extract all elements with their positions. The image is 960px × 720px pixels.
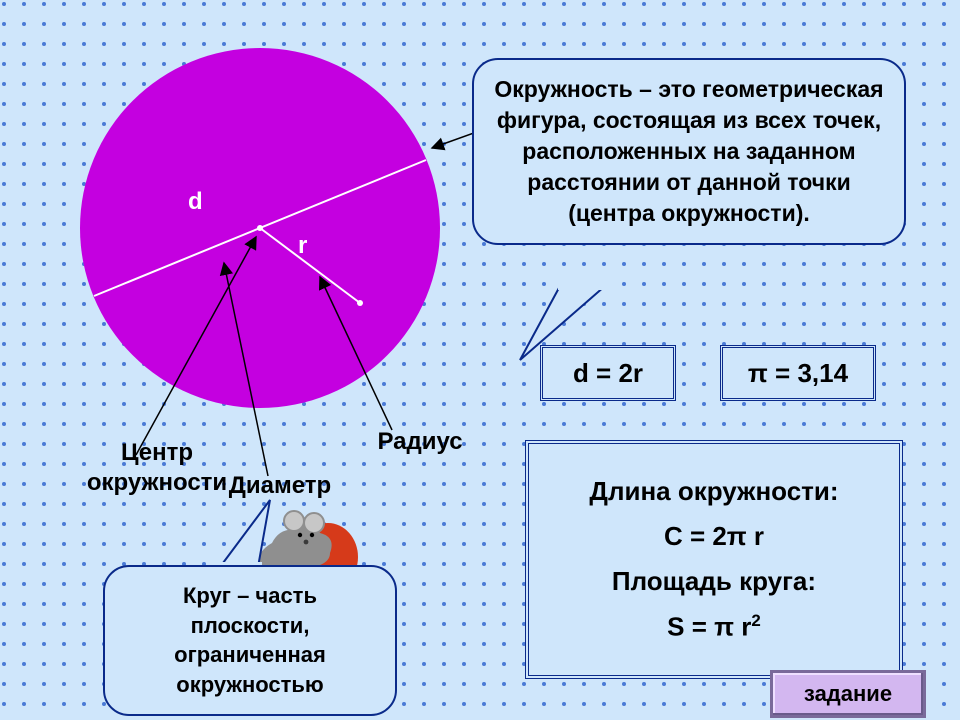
circumference-formula: C = 2π r (545, 521, 883, 552)
area-formula-exp: 2 (751, 611, 760, 630)
task-button[interactable]: задание (770, 670, 926, 718)
formula-d2r: d = 2r (540, 345, 676, 401)
area-label: Площадь круга: (545, 566, 883, 597)
area-formula: S = π r2 (545, 611, 883, 643)
area-formula-base: S = π r (667, 612, 751, 642)
disk-text: Круг – часть плоскости, ограниченная окр… (123, 581, 377, 700)
circumference-label: Длина окружности: (545, 476, 883, 507)
disk-callout: Круг – часть плоскости, ограниченная окр… (103, 565, 397, 716)
formula-pi: π = 3,14 (720, 345, 876, 401)
formulas-panel: Длина окружности: C = 2π r Площадь круга… (525, 440, 903, 679)
